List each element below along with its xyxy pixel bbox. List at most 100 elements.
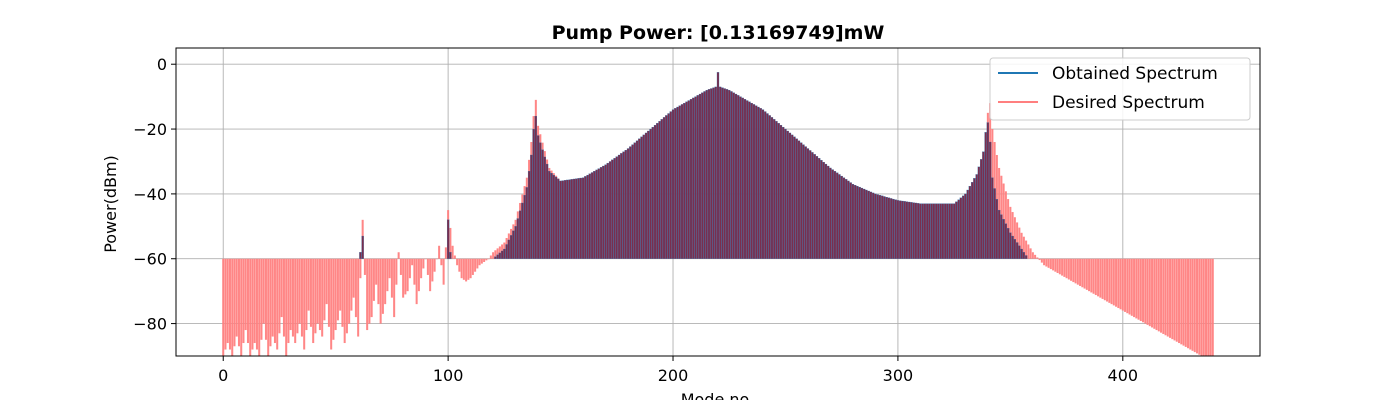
desired-bar xyxy=(330,258,333,350)
desired-bar xyxy=(267,258,270,356)
obtained-bar xyxy=(719,86,722,259)
obtained-bar xyxy=(809,150,812,259)
obtained-bar xyxy=(957,199,960,259)
desired-bar xyxy=(1178,258,1181,344)
obtained-bar xyxy=(824,163,828,259)
y-axis-ticks: 0 −20 −40 −60 −80 xyxy=(133,55,176,334)
desired-bar xyxy=(402,258,405,298)
desired-bar xyxy=(1018,227,1021,259)
desired-bar xyxy=(1027,244,1030,259)
obtained-bar xyxy=(714,86,717,259)
desired-bar xyxy=(1121,258,1124,311)
desired-bar xyxy=(1065,258,1068,279)
obtained-bar xyxy=(975,174,978,259)
obtained-bar xyxy=(712,87,715,259)
desired-bar xyxy=(262,258,265,324)
desired-bar xyxy=(451,245,454,259)
desired-bar xyxy=(1094,258,1097,296)
obtained-bar xyxy=(620,153,623,259)
desired-bar xyxy=(318,258,321,331)
obtained-bar xyxy=(696,95,699,259)
obtained-bar xyxy=(617,154,621,259)
desired-bar xyxy=(251,258,254,350)
obtained-bar xyxy=(984,132,987,259)
obtained-bar xyxy=(707,89,711,259)
desired-bar xyxy=(296,258,299,334)
desired-bar xyxy=(1088,258,1091,292)
obtained-bar xyxy=(1011,235,1014,259)
desired-bar xyxy=(357,258,360,337)
obtained-bar xyxy=(669,111,672,259)
obtained-bar xyxy=(543,156,546,259)
desired-bar xyxy=(458,258,461,272)
desired-bar xyxy=(1207,258,1210,356)
obtained-bar xyxy=(881,195,884,259)
desired-bar xyxy=(339,258,342,311)
desired-bar xyxy=(1020,232,1023,259)
desired-bar xyxy=(1133,258,1136,318)
obtained-bar xyxy=(840,175,843,259)
obtained-bar xyxy=(570,179,573,259)
desired-bar xyxy=(1054,258,1057,272)
desired-bar xyxy=(496,248,499,259)
obtained-bar xyxy=(516,218,519,259)
desired-bar xyxy=(397,252,400,259)
obtained-bar xyxy=(858,186,861,259)
obtained-bar xyxy=(611,159,614,259)
desired-bar xyxy=(1036,257,1039,259)
desired-bar xyxy=(469,258,472,279)
desired-bar xyxy=(487,258,490,260)
desired-bar xyxy=(1090,258,1093,293)
desired-bar xyxy=(393,258,396,318)
obtained-bar xyxy=(932,203,936,259)
obtained-bar xyxy=(716,72,720,259)
desired-bar xyxy=(280,258,283,318)
obtained-bar xyxy=(584,176,587,259)
x-tick-label: 300 xyxy=(883,366,914,385)
obtained-bar xyxy=(793,136,796,259)
desired-bar xyxy=(334,258,337,331)
desired-bar xyxy=(1202,258,1205,356)
obtained-bar xyxy=(921,203,924,259)
obtained-bar xyxy=(575,178,578,259)
obtained-bar xyxy=(910,202,913,259)
obtained-bar xyxy=(563,180,567,259)
desired-bar xyxy=(1070,258,1073,281)
obtained-bar xyxy=(822,161,825,259)
desired-bar xyxy=(291,258,294,337)
obtained-bar xyxy=(494,256,497,259)
obtained-bar xyxy=(698,93,702,259)
desired-bar xyxy=(1103,258,1106,301)
obtained-bar xyxy=(498,252,501,259)
x-tick-label: 100 xyxy=(433,366,464,385)
obtained-bar xyxy=(496,254,499,259)
desired-bar xyxy=(316,258,319,324)
desired-bar xyxy=(332,258,335,340)
obtained-bar xyxy=(991,177,994,259)
obtained-bar xyxy=(554,176,558,259)
obtained-bar xyxy=(986,122,990,259)
obtained-bar xyxy=(739,96,742,259)
obtained-bar xyxy=(449,252,452,259)
desired-bar xyxy=(492,252,495,259)
desired-bar xyxy=(1193,258,1196,353)
obtained-bar xyxy=(833,171,837,259)
desired-bar xyxy=(231,258,234,356)
obtained-bar xyxy=(1009,232,1012,259)
obtained-bar xyxy=(527,171,531,259)
obtained-bar xyxy=(701,92,704,259)
desired-bar xyxy=(264,258,267,340)
desired-bar xyxy=(1049,258,1052,270)
obtained-bar xyxy=(773,119,776,259)
obtained-bar xyxy=(759,108,762,259)
desired-bar xyxy=(1155,258,1158,331)
obtained-bar xyxy=(572,178,576,259)
obtained-bar xyxy=(662,117,666,259)
obtained-bar xyxy=(599,167,603,259)
obtained-bar xyxy=(624,150,627,259)
obtained-bar xyxy=(689,99,693,259)
obtained-bar xyxy=(977,166,981,259)
desired-bar xyxy=(1092,258,1095,294)
desired-bar xyxy=(462,258,465,280)
